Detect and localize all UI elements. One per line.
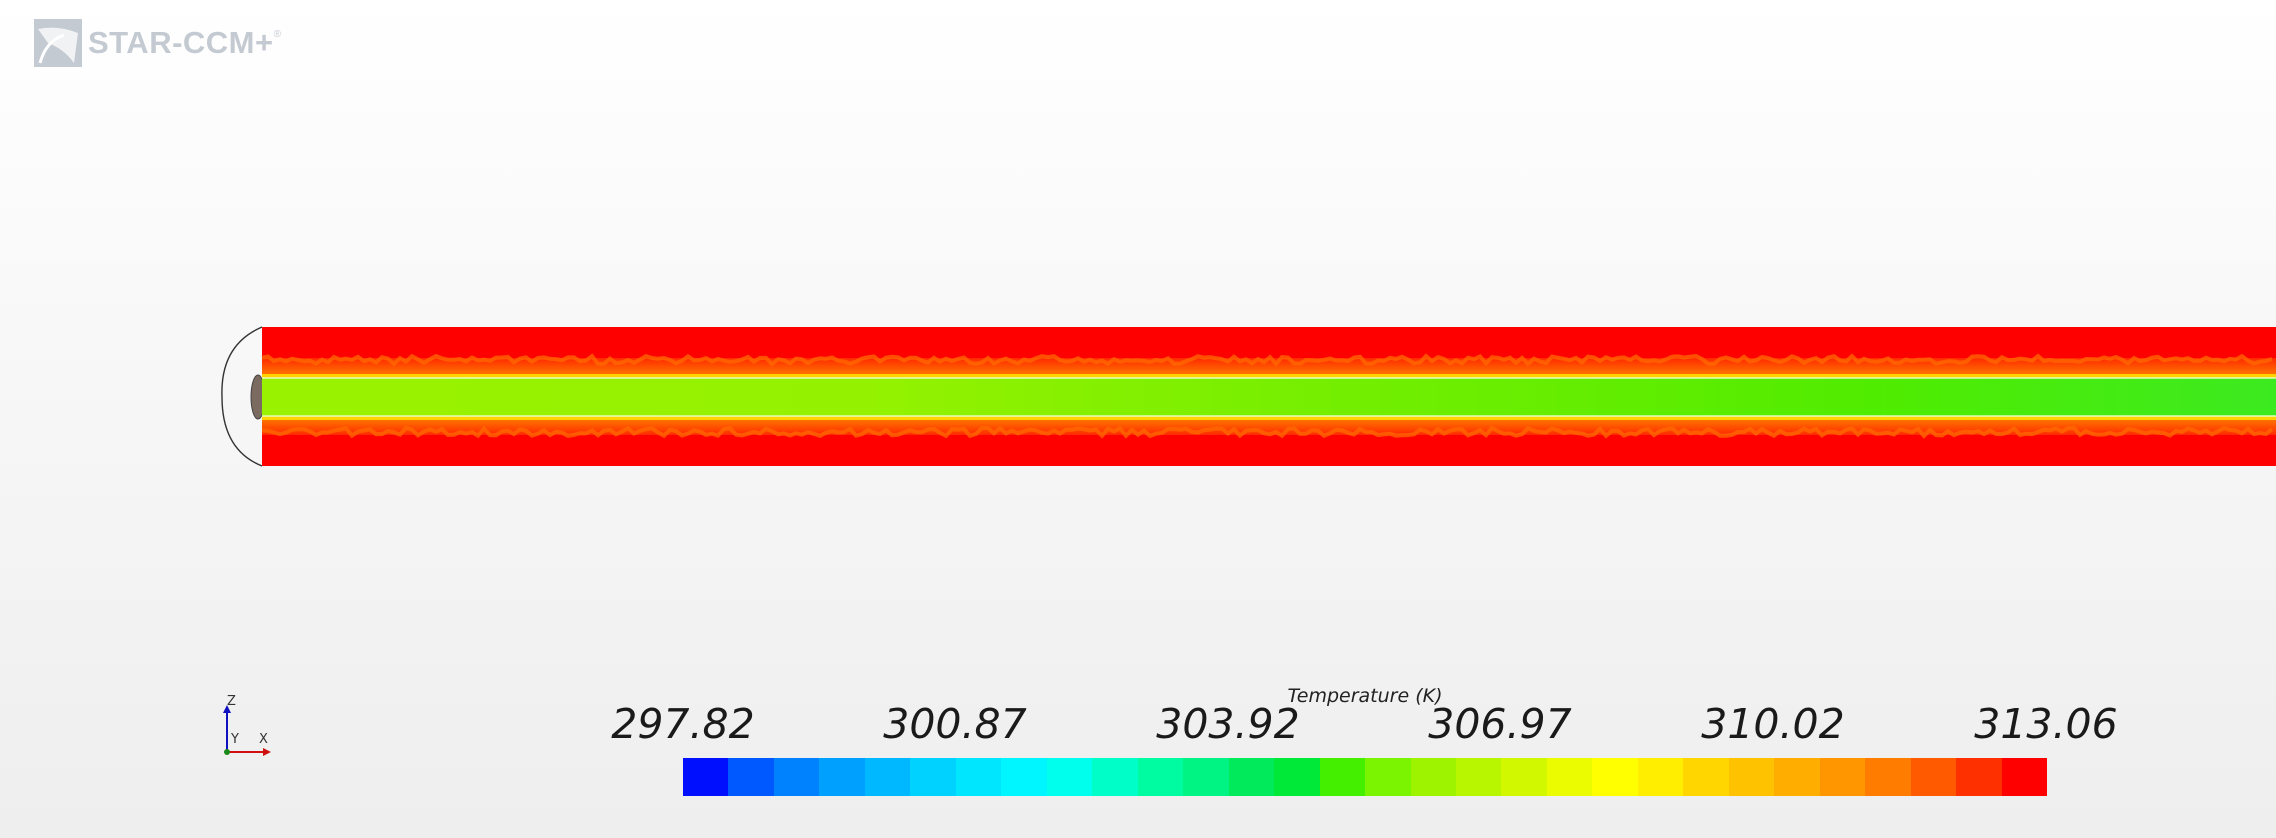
- colorbar-cell: [1819, 758, 1866, 796]
- colorbar-cell: [910, 758, 956, 796]
- colorbar-cell: [1774, 758, 1820, 796]
- colorbar-cell: [2001, 758, 2048, 796]
- core-highlight-lower: [262, 415, 2276, 417]
- colorbar-cell: [1410, 758, 1456, 796]
- pipe-end-cap: [221, 326, 263, 467]
- upper-transition: [262, 358, 2276, 376]
- upper-noise-edge: [261, 353, 2273, 367]
- colorbar-cell: [1956, 758, 2002, 796]
- star-ccm-logo-text: STAR-CCM+®: [88, 25, 282, 60]
- upper-band: [262, 374, 2276, 378]
- colorbar-cell: [1092, 758, 1138, 796]
- colorbar-cell: [1228, 758, 1275, 796]
- legend-tick-3: 303.92: [1156, 700, 1300, 748]
- colorbar-cell: [864, 758, 911, 796]
- colorbar-cell: [683, 758, 729, 796]
- colorbar-cell: [1183, 758, 1229, 796]
- colorbar-cell: [1501, 758, 1547, 796]
- colorbar-cell: [1546, 758, 1593, 796]
- colorbar-cell: [1001, 758, 1047, 796]
- colorbar-cell: [1728, 758, 1775, 796]
- legend-tick-2: 300.87: [883, 700, 1027, 748]
- colorbar-cell: [1592, 758, 1638, 796]
- axis-z-label: Z: [227, 694, 236, 709]
- core-highlight: [262, 377, 2276, 379]
- axis-triad: Z Y X: [215, 694, 285, 765]
- colorbar-cell: [1319, 758, 1366, 796]
- colorbar-cell: [728, 758, 774, 796]
- core-region: [262, 378, 2276, 416]
- colorbar-cell: [1865, 758, 1911, 796]
- lower-noise-edge: [261, 425, 2274, 439]
- colorbar-cell: [1455, 758, 1502, 796]
- star-ccm-logo-icon: [34, 19, 82, 67]
- colorbar-cell: [1637, 758, 1684, 796]
- temperature-colorbar: [683, 758, 2048, 796]
- colorbar-cell: [1683, 758, 1729, 796]
- colorbar-cell: [1046, 758, 1093, 796]
- legend-tick-5: 310.02: [1701, 700, 1845, 748]
- colorbar-cell: [773, 758, 820, 796]
- colorbar-cell: [1365, 758, 1411, 796]
- legend-tick-6: 313.06: [1974, 700, 2118, 748]
- legend-tick-4: 306.97: [1428, 700, 1572, 748]
- axis-x-label: X: [259, 732, 268, 747]
- colorbar-cell: [1274, 758, 1320, 796]
- colorbar-cell: [1910, 758, 1957, 796]
- colorbar-cell: [955, 758, 1002, 796]
- lower-band: [262, 416, 2276, 420]
- star-ccm-logo: STAR-CCM+®: [34, 18, 282, 68]
- colorbar-cell: [819, 758, 865, 796]
- axis-y-label: Y: [231, 732, 239, 747]
- colorbar-cell: [1137, 758, 1184, 796]
- legend-tick-1: 297.82: [611, 700, 755, 748]
- legend-title: Temperature (K): [1287, 685, 1443, 707]
